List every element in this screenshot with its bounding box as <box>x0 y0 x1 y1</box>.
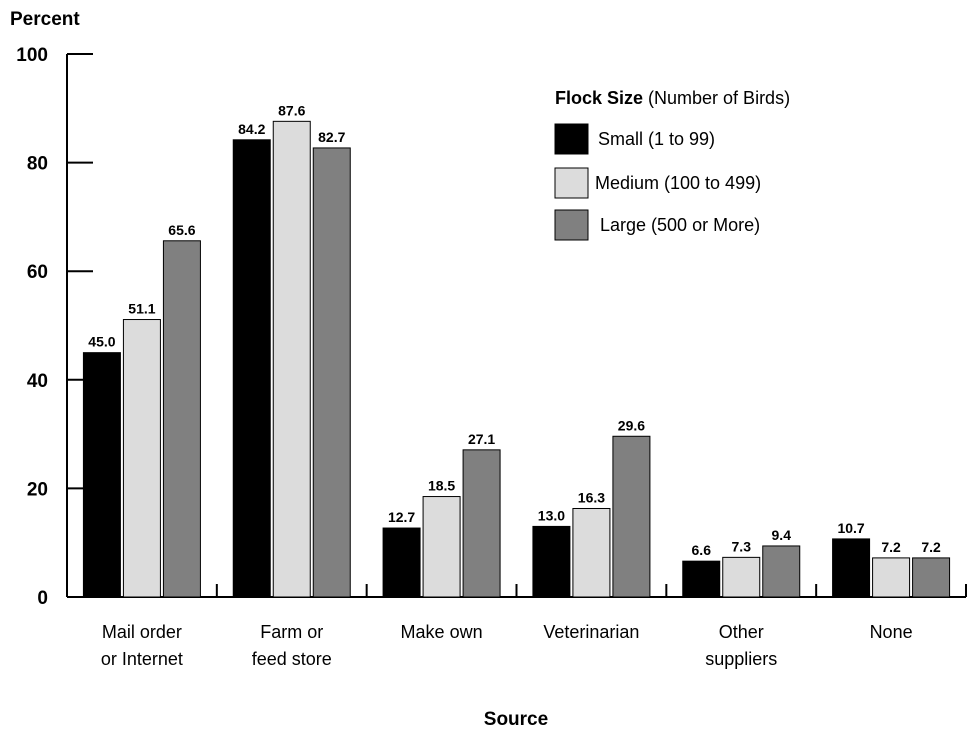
data-label: 82.7 <box>318 129 345 145</box>
x-tick-label: None <box>870 622 913 642</box>
data-label: 6.6 <box>692 542 712 558</box>
x-ticks: Mail order or Internet Farm or feed store Ma… <box>101 584 967 669</box>
y-tick-label: 60 <box>27 262 48 283</box>
x-tick-label: Mail order <box>102 622 182 642</box>
data-label: 27.1 <box>468 431 495 447</box>
legend-label: Large (500 or More) <box>600 215 760 235</box>
x-tick-label: Other <box>719 622 764 642</box>
bar <box>682 560 721 598</box>
legend-label: Medium (100 to 499) <box>595 173 761 193</box>
x-axis-title: Source <box>484 709 548 729</box>
bar <box>382 527 421 598</box>
x-tick-label: Farm or <box>260 622 323 642</box>
bar <box>422 496 461 598</box>
data-label: 7.3 <box>732 538 752 554</box>
data-label: 7.2 <box>921 539 941 555</box>
data-label: 45.0 <box>88 334 115 350</box>
data-label: 87.6 <box>278 102 305 118</box>
bar <box>82 352 121 598</box>
data-labels: 45.0 51.1 65.6 84.2 87.6 82.7 12.7 18.5 27.1 13.0… <box>88 102 941 558</box>
y-ticks: 0 20 40 60 80 100 <box>16 45 93 609</box>
y-tick-label: 100 <box>16 45 48 66</box>
data-label: 84.2 <box>238 121 265 137</box>
x-tick-label: Veterinarian <box>543 622 639 642</box>
x-tick-label: or Internet <box>101 649 183 669</box>
legend-label: Small (1 to 99) <box>598 129 715 149</box>
y-tick-label: 0 <box>37 588 48 609</box>
bar <box>462 449 501 598</box>
data-label: 65.6 <box>168 222 195 238</box>
data-label: 51.1 <box>128 301 155 317</box>
bar <box>532 525 571 598</box>
legend-swatch <box>554 167 589 199</box>
bar <box>612 435 651 598</box>
data-label: 29.6 <box>618 417 645 433</box>
x-tick-label: Make own <box>401 622 483 642</box>
x-tick-label: suppliers <box>705 649 777 669</box>
y-tick-label: 40 <box>27 371 48 392</box>
bar <box>832 538 871 598</box>
bar <box>912 557 951 598</box>
x-tick-label: feed store <box>252 649 332 669</box>
y-axis-title: Percent <box>10 9 80 30</box>
bar <box>722 556 761 598</box>
bar <box>232 139 271 598</box>
data-label: 7.2 <box>881 539 901 555</box>
bar <box>122 319 161 598</box>
bar <box>162 240 201 598</box>
y-tick-label: 80 <box>27 154 48 175</box>
bar <box>762 545 801 598</box>
y-tick-label: 20 <box>27 479 48 500</box>
bar <box>572 507 611 598</box>
legend-title: Flock Size (Number of Birds) <box>555 88 790 108</box>
bars <box>82 120 951 598</box>
bar <box>272 120 311 598</box>
data-label: 16.3 <box>578 489 605 505</box>
data-label: 18.5 <box>428 478 455 494</box>
data-label: 10.7 <box>837 520 864 536</box>
bar <box>872 557 911 598</box>
axes <box>66 54 966 598</box>
data-label: 9.4 <box>772 527 792 543</box>
bar <box>312 147 351 598</box>
legend-swatch <box>554 123 589 155</box>
data-label: 13.0 <box>538 507 565 523</box>
legend-swatch <box>554 209 589 241</box>
data-label: 12.7 <box>388 509 415 525</box>
legend: Flock Size (Number of Birds) Small (1 to … <box>554 88 790 241</box>
